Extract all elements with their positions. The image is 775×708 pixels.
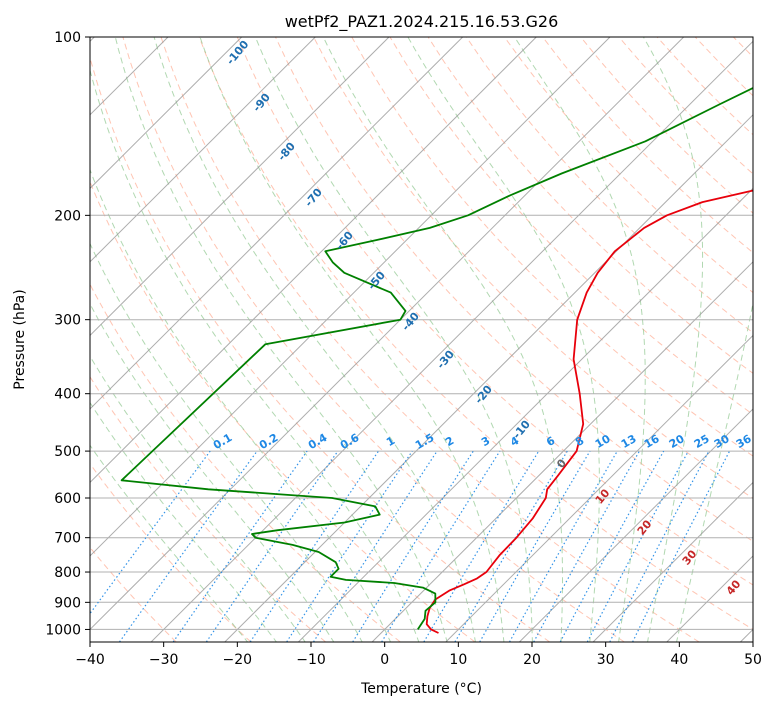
axis-ticks: −40 −30 −20 −10 0 10 20 30 40 50 100 200 300 400 500 60… [45, 30, 762, 668]
dry-adiabat-line [313, 37, 753, 500]
dry-adiabat-line [90, 462, 252, 642]
moist-adiabat-line [90, 401, 278, 642]
isotherm-line [90, 37, 316, 263]
mixing-ratio-line [205, 450, 339, 642]
dry-adiabat-line [236, 37, 753, 586]
y-tick-label: 900 [54, 595, 81, 611]
moist-adiabat-line [199, 37, 505, 642]
dry-adiabat-line [160, 37, 700, 642]
dewpoint-profile-line [120, 87, 753, 630]
mixing-ratio-line [632, 450, 731, 642]
isotherm-line [519, 408, 753, 642]
dry-adiabat-line [198, 37, 753, 630]
y-axis-title: Pressure (hPa) [12, 289, 28, 389]
mixing-ratio-line [286, 450, 413, 642]
dry-adiabat-line [503, 37, 753, 294]
dry-adiabat-line [90, 55, 550, 642]
x-axis-title: Temperature (°C) [360, 681, 482, 697]
line-labels: -100-90-80-70-60-50-40-30-20-10010203040… [211, 38, 754, 598]
chart-title: wetPf2_PAZ1.2024.215.16.53.G26 [285, 12, 559, 32]
dry-adiabat-line [90, 375, 326, 642]
isotherm-line [90, 37, 685, 631]
y-tick-label: 200 [54, 208, 81, 224]
plot-area [90, 37, 753, 642]
moist-adiabat-line [642, 37, 704, 642]
y-tick-label: 500 [54, 444, 81, 460]
mixing-ratio-line [249, 450, 379, 642]
isotherm-line [90, 37, 611, 557]
moist-adiabat-line [90, 68, 420, 642]
moist-adiabat-line [153, 37, 477, 642]
mixing-ratio-line [533, 450, 640, 642]
moist-adiabat-line [90, 355, 306, 642]
x-tick-label: −20 [223, 652, 253, 668]
moist-adiabat-line [90, 242, 363, 642]
isotherm-line [224, 114, 753, 642]
isotherm-line [90, 37, 464, 410]
mixing-ratio-line [119, 450, 258, 642]
moist-adiabat-line [90, 444, 249, 642]
isotherm-line [90, 37, 390, 337]
moist-adiabat-line [90, 303, 335, 642]
dry-adiabat-line [275, 37, 753, 542]
y-tick-label: 400 [54, 387, 81, 403]
mixing-ratio-line [508, 450, 618, 642]
background-lines [90, 37, 753, 642]
profile-lines [120, 87, 753, 634]
x-tick-label: −40 [75, 652, 105, 668]
x-tick-label: 10 [449, 652, 467, 668]
isotherm-line [445, 334, 753, 642]
moist-adiabat-line [322, 37, 563, 642]
isotherm-line [298, 187, 753, 642]
mixing-ratio-line [312, 450, 438, 642]
isotherm-line [150, 40, 753, 642]
temperature-profile-line [425, 189, 753, 634]
dry-adiabat-line [122, 37, 625, 642]
x-tick-label: 40 [670, 652, 688, 668]
moist-adiabat-line [90, 168, 392, 642]
mixing-ratio-line [381, 450, 501, 642]
isotherm-line [592, 481, 753, 642]
isotherm-line [371, 261, 753, 642]
isotherm-line [90, 37, 537, 484]
mixing-ratio-line [352, 450, 474, 642]
y-tick-label: 700 [54, 531, 81, 547]
y-tick-label: 800 [54, 565, 81, 581]
moist-adiabat-line [676, 300, 753, 642]
moist-adiabat-line [254, 37, 533, 642]
plot-frame [89, 36, 754, 643]
x-tick-label: 20 [523, 652, 541, 668]
y-tick-label: 1000 [45, 622, 81, 638]
x-tick-label: 50 [744, 652, 762, 668]
x-tick-label: −30 [149, 652, 179, 668]
isotherm-line [90, 37, 243, 190]
x-tick-label: 0 [380, 652, 389, 668]
x-tick-label: 30 [597, 652, 615, 668]
moist-adiabat-line [514, 37, 646, 642]
mixing-ratio-line [559, 450, 665, 642]
x-tick-label: −10 [296, 652, 326, 668]
mixing-ratio-line [90, 450, 211, 615]
y-tick-label: 600 [54, 491, 81, 507]
y-tick-label: 100 [54, 30, 81, 46]
y-tick-label: 300 [54, 313, 81, 329]
